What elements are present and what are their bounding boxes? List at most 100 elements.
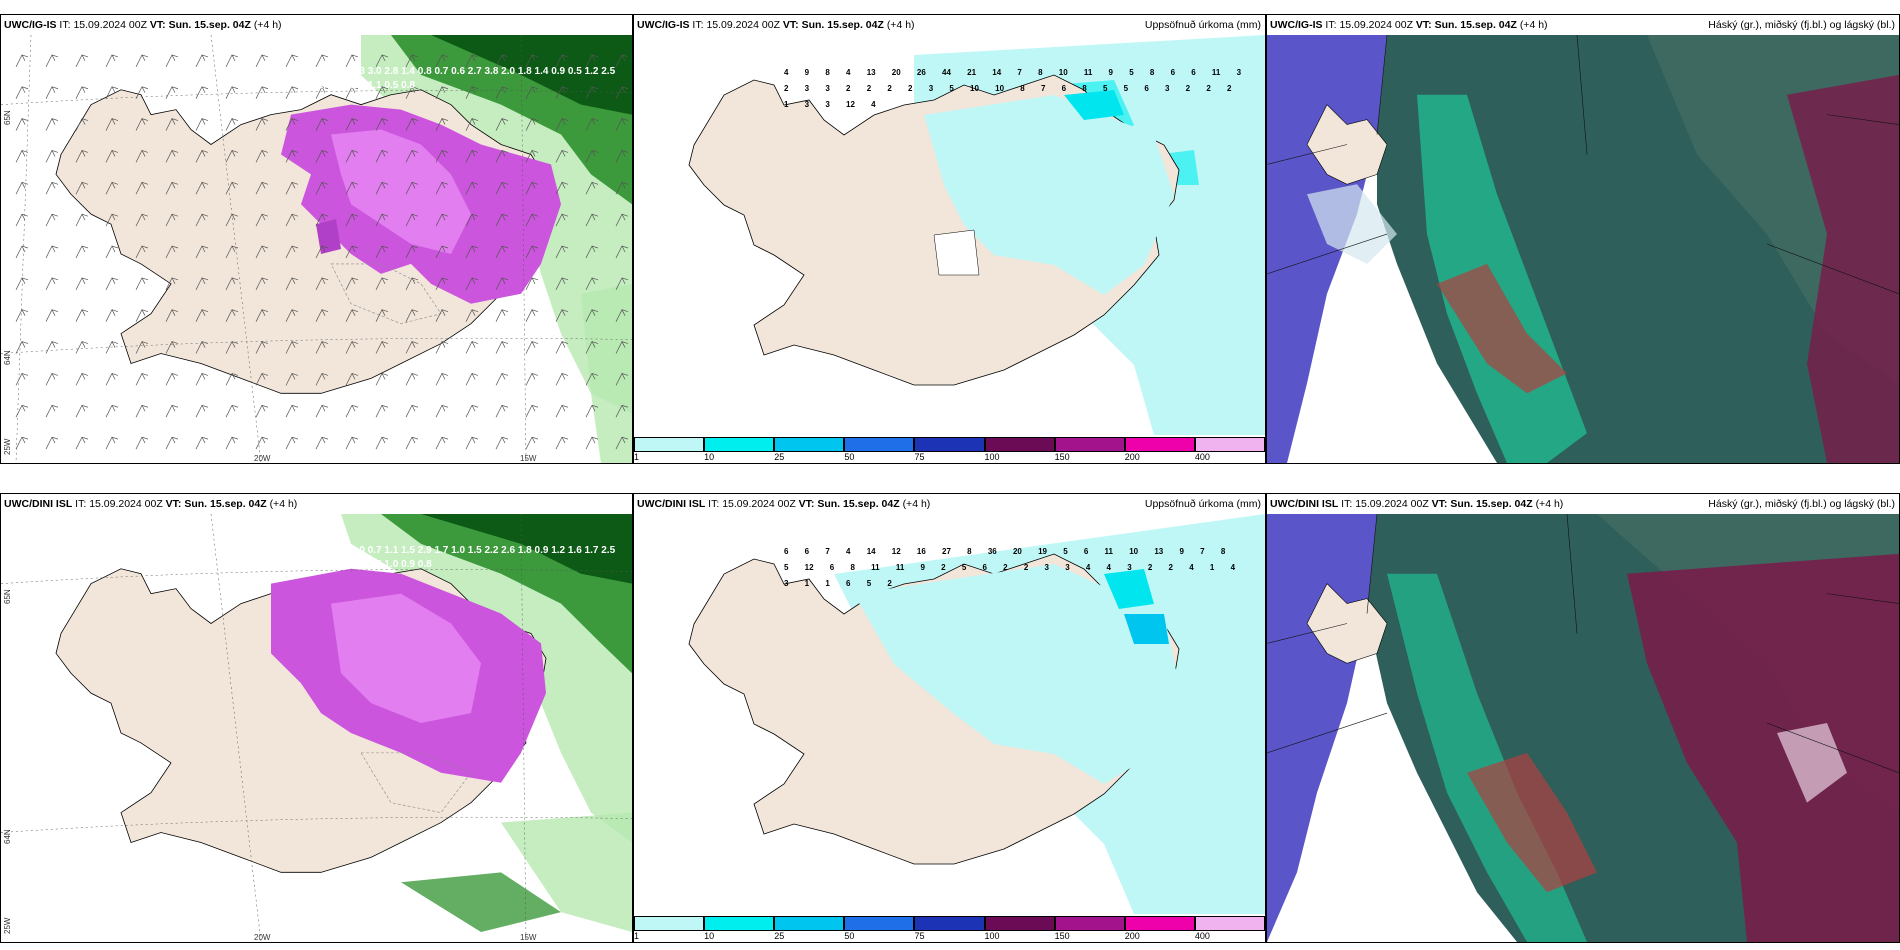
wind-barb <box>525 54 539 68</box>
wind-barb <box>585 309 599 322</box>
cloud-map <box>1267 35 1899 463</box>
wind-barb <box>585 245 599 259</box>
wind-barb <box>135 245 149 259</box>
wind-barb <box>435 118 449 131</box>
wind-barb <box>585 436 599 450</box>
colorbar-tick: 25 <box>774 452 785 462</box>
lon-label-20w: 20W <box>254 454 271 463</box>
wind-barb <box>285 181 299 195</box>
wind-barb <box>255 150 269 163</box>
wind-barb <box>465 86 479 99</box>
wind-barb <box>345 118 359 131</box>
wind-barb <box>225 86 239 99</box>
wind-barb <box>345 404 359 418</box>
wind-barb <box>405 404 419 418</box>
vt-value: Sun. 15.sep. 04Z <box>1450 498 1533 510</box>
wind-barb <box>45 118 59 131</box>
wind-barb <box>615 150 629 163</box>
wind-barb <box>225 341 239 354</box>
colorbar-tick: 400 <box>1194 452 1210 462</box>
wind-barb <box>315 150 329 163</box>
precip-colorbar: 1 10 25 50 75 100 150 200 400 <box>634 435 1265 463</box>
wind-barb <box>555 341 569 354</box>
wind-barb <box>15 404 29 418</box>
wind-barb <box>345 54 359 68</box>
colorbar-swatch <box>704 437 775 452</box>
colorbar-swatch <box>774 916 845 931</box>
wind-barb <box>135 150 149 163</box>
wind-barb <box>555 372 569 386</box>
wind-barb <box>405 277 419 290</box>
wind-barb <box>285 86 299 99</box>
wind-barb <box>405 436 419 450</box>
wind-numbers-row1: 0.9 3.2 2.5 2.3 3.0 2.8 1.4 0.8 0.7 0.6 … <box>301 66 616 91</box>
wind-barb <box>225 277 239 290</box>
wind-barb <box>435 245 449 259</box>
wind-barb <box>135 54 149 68</box>
wind-barb <box>255 54 269 68</box>
wind-barb <box>615 181 629 195</box>
wind-barb <box>615 54 629 68</box>
wind-barb <box>525 404 539 418</box>
wind-map: 20W 15W 65N 64N 25W 0.9 3.2 2.5 2.3 3.0 … <box>1 35 632 463</box>
colorbar-tick: 150 <box>1054 931 1070 941</box>
lon-label-15w: 15W <box>520 454 537 463</box>
wind-barb <box>75 309 89 322</box>
wind-barb <box>345 213 359 227</box>
wind-barb <box>195 436 209 450</box>
wind-barb <box>585 213 599 227</box>
wind-barb <box>285 436 299 450</box>
wind-map-svg <box>1 35 632 463</box>
wind-barb <box>375 341 389 354</box>
wind-barb <box>495 436 509 450</box>
wind-barb <box>435 181 449 195</box>
wind-barb <box>45 341 59 354</box>
model-name: UWC/IG-IS <box>637 19 690 31</box>
colorbar-tick: 25 <box>774 931 785 941</box>
it-label: IT: <box>75 498 87 510</box>
wind-barb <box>495 54 509 68</box>
wind-barb <box>375 213 389 227</box>
it-label: IT: <box>1341 498 1353 510</box>
wind-barb <box>105 341 119 354</box>
wind-barb <box>165 54 179 68</box>
wind-barb <box>255 245 269 259</box>
wind-barb <box>465 245 479 259</box>
colorbar-tick: 10 <box>704 452 715 462</box>
wind-barb <box>315 118 329 131</box>
wind-barb <box>195 213 209 227</box>
wind-barb <box>555 86 569 99</box>
wind-barb <box>375 150 389 163</box>
wind-barb <box>105 277 119 290</box>
wind-barb <box>75 245 89 259</box>
precip-map-svg <box>634 35 1265 435</box>
wind-barb <box>525 213 539 227</box>
wind-barb <box>585 404 599 418</box>
wind-barb <box>45 245 59 259</box>
wind-barb <box>615 341 629 354</box>
wind-barb <box>195 404 209 418</box>
wind-barb <box>525 372 539 386</box>
wind-barb <box>225 181 239 195</box>
wind-barb <box>435 309 449 322</box>
wind-barb <box>405 86 419 99</box>
wind-barb <box>135 181 149 195</box>
lon-label-20w: 20W <box>254 933 271 942</box>
lead-time: (+4 h) <box>253 19 282 31</box>
wind-barb <box>405 372 419 386</box>
wind-barb <box>255 404 269 418</box>
wind-barb <box>315 341 329 354</box>
colorbar-swatch <box>914 437 985 452</box>
it-value: 15.09.2024 00Z <box>1355 498 1429 510</box>
wind-barb <box>495 341 509 354</box>
wind-barb <box>45 404 59 418</box>
wind-barb <box>135 118 149 131</box>
wind-barb <box>375 54 389 68</box>
wind-barb <box>255 372 269 386</box>
precip-title: Uppsöfnuð úrkoma (mm) <box>1144 498 1261 510</box>
it-label: IT: <box>692 19 704 31</box>
vt-value: Sun. 15.sep. 04Z <box>817 498 900 510</box>
wind-barb <box>555 118 569 131</box>
wind-barb <box>465 436 479 450</box>
wind-barb <box>615 118 629 131</box>
